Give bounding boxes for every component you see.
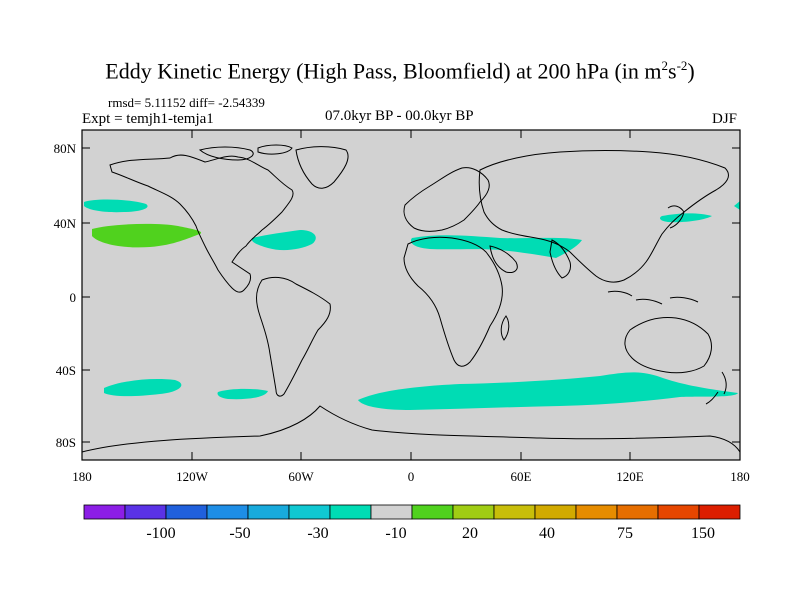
x-label-180w: 180	[72, 469, 92, 484]
colorbar-segment	[206, 504, 249, 520]
y-label-0: 0	[70, 290, 77, 305]
colorbar-label-3: -30	[307, 525, 328, 542]
x-axis-labels: 180 120W 60W 0 60E 120E 180	[72, 469, 750, 484]
y-label-80s: 80S	[56, 435, 76, 450]
anomaly-regions	[84, 199, 740, 410]
colorbar-segment	[616, 504, 659, 520]
colorbar-segment	[247, 504, 290, 520]
colorbar-label-4: -10	[385, 525, 406, 542]
colorbar-segment	[452, 504, 495, 520]
anomaly-south-pacific	[104, 378, 182, 397]
experiment-label: Expt = temjh1-temja1	[82, 111, 214, 127]
x-label-60w: 60W	[288, 469, 314, 484]
colorbar-label-8: 150	[691, 525, 715, 542]
colorbar-labels: -100 -50 -30 -10 20 40 75 150	[146, 525, 715, 542]
stats-line: rmsd= 5.11152 diff= -2.54339	[108, 95, 265, 110]
colorbar-segment	[124, 504, 167, 520]
colorbar	[83, 504, 741, 520]
anomaly-north-africa-asia	[410, 235, 582, 258]
colorbar-label-6: 40	[539, 525, 555, 542]
x-label-0: 0	[408, 469, 415, 484]
anomaly-southeast-pacific	[217, 388, 268, 400]
coast-new-zealand	[705, 371, 727, 405]
colorbar-segment	[288, 504, 331, 520]
coast-australia	[624, 317, 712, 374]
anomaly-southern-ocean	[358, 372, 738, 410]
anomaly-central-north-pacific	[92, 223, 202, 248]
coast-indonesia	[607, 290, 699, 305]
y-label-80n: 80N	[54, 141, 77, 156]
coast-south-america	[256, 276, 331, 397]
colorbar-label-7: 75	[617, 525, 633, 542]
coast-asia	[478, 150, 729, 283]
coast-europe	[403, 167, 490, 232]
colorbar-segment	[534, 504, 577, 520]
x-label-180e: 180	[730, 469, 750, 484]
colorbar-segment	[370, 504, 413, 520]
coastlines	[81, 144, 741, 453]
coast-arctic-islands	[198, 144, 293, 161]
period-label: 07.0kyr BP - 00.0kyr BP	[325, 108, 474, 124]
y-label-40n: 40N	[54, 216, 77, 231]
colorbar-segment	[575, 504, 618, 520]
anomaly-north-pacific-west	[84, 199, 148, 213]
colorbar-segment	[698, 504, 741, 520]
coast-madagascar	[500, 315, 510, 341]
x-axis-ticks	[81, 130, 741, 460]
colorbar-segment	[657, 504, 700, 520]
y-axis-ticks	[82, 147, 740, 443]
coast-north-america	[109, 154, 294, 293]
colorbar-segment	[83, 504, 126, 520]
anomaly-far-east-edge	[734, 201, 740, 210]
coast-japan	[667, 205, 685, 229]
colorbar-segment	[329, 504, 372, 520]
season-label: DJF	[712, 111, 738, 127]
y-label-40s: 40S	[56, 363, 76, 378]
coast-antarctica	[81, 405, 741, 453]
anomaly-atlantic-usa	[251, 230, 316, 251]
coast-africa	[403, 236, 503, 367]
colorbar-label-1: -100	[146, 525, 175, 542]
coast-arabia	[489, 245, 518, 273]
x-label-60e: 60E	[511, 469, 532, 484]
coast-india	[549, 239, 571, 279]
x-label-120e: 120E	[616, 469, 644, 484]
plot-title: Eddy Kinetic Energy (High Pass, Bloomfie…	[105, 58, 695, 84]
x-label-120w: 120W	[176, 469, 209, 484]
colorbar-label-2: -50	[229, 525, 250, 542]
colorbar-segment	[165, 504, 208, 520]
map-background	[82, 130, 740, 460]
anomaly-japan	[660, 213, 712, 223]
y-axis-labels: 80N 40N 0 40S 80S	[54, 141, 77, 450]
colorbar-segment	[493, 504, 536, 520]
colorbar-label-5: 20	[462, 525, 478, 542]
coast-greenland	[295, 146, 349, 189]
colorbar-segment	[411, 504, 454, 520]
